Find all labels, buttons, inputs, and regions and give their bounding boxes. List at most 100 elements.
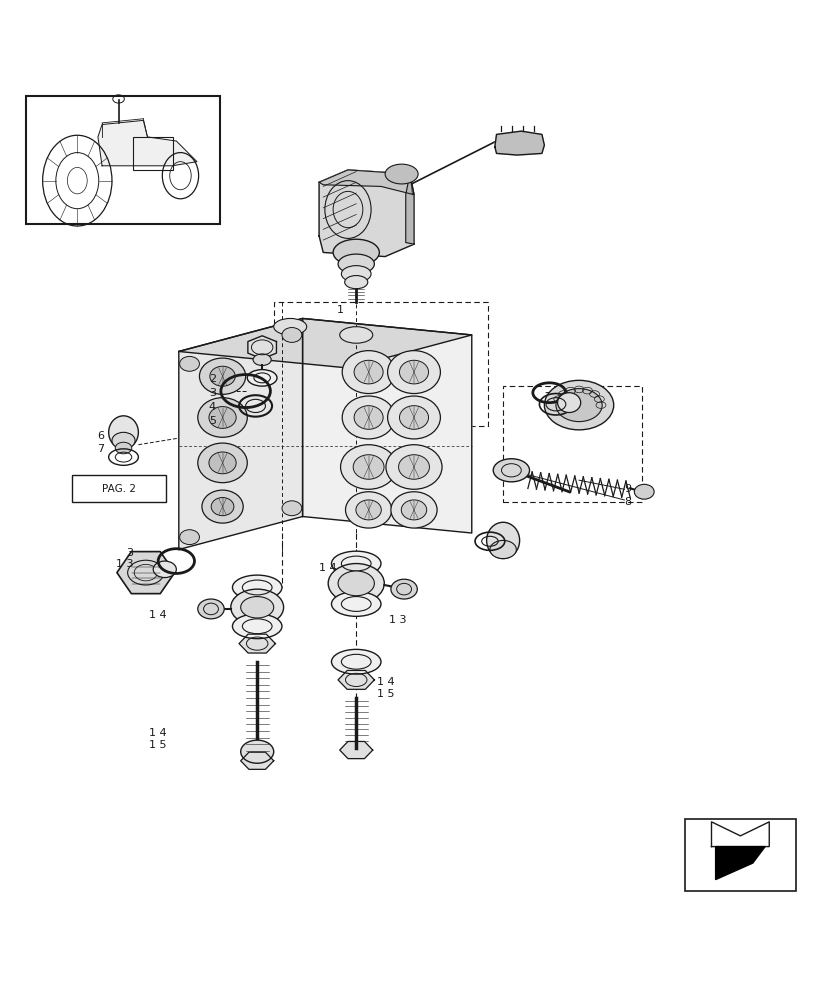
Ellipse shape xyxy=(241,597,274,618)
Text: 1 0: 1 0 xyxy=(562,411,580,421)
Text: 3: 3 xyxy=(208,388,216,398)
Polygon shape xyxy=(302,318,471,533)
Ellipse shape xyxy=(385,164,418,184)
Polygon shape xyxy=(98,120,197,166)
Text: 1 3: 1 3 xyxy=(116,559,133,569)
Ellipse shape xyxy=(543,380,613,430)
Ellipse shape xyxy=(390,579,417,599)
Polygon shape xyxy=(179,318,302,550)
Text: 1 3: 1 3 xyxy=(389,615,406,625)
Ellipse shape xyxy=(179,356,199,371)
Bar xyxy=(133,137,173,170)
Ellipse shape xyxy=(112,432,135,449)
Ellipse shape xyxy=(331,551,380,576)
Ellipse shape xyxy=(398,455,429,479)
Ellipse shape xyxy=(253,354,271,365)
Ellipse shape xyxy=(401,500,426,520)
Ellipse shape xyxy=(274,318,306,335)
Polygon shape xyxy=(495,131,543,155)
Text: 7: 7 xyxy=(98,444,104,454)
Text: 1 5: 1 5 xyxy=(376,689,394,699)
Ellipse shape xyxy=(179,530,199,545)
Ellipse shape xyxy=(354,360,383,384)
Ellipse shape xyxy=(385,445,442,489)
Polygon shape xyxy=(318,170,414,257)
Ellipse shape xyxy=(211,498,233,516)
Ellipse shape xyxy=(108,416,138,449)
Polygon shape xyxy=(318,170,414,195)
Polygon shape xyxy=(179,318,471,368)
Ellipse shape xyxy=(208,452,236,474)
Ellipse shape xyxy=(399,360,428,384)
Ellipse shape xyxy=(198,443,247,483)
Ellipse shape xyxy=(353,455,384,479)
Ellipse shape xyxy=(490,540,516,559)
Ellipse shape xyxy=(557,393,580,413)
Ellipse shape xyxy=(209,366,235,386)
Ellipse shape xyxy=(232,575,282,600)
Polygon shape xyxy=(715,847,764,880)
Ellipse shape xyxy=(332,239,379,266)
Ellipse shape xyxy=(327,564,384,603)
Text: 4: 4 xyxy=(208,402,216,412)
Text: 3: 3 xyxy=(127,548,133,558)
Ellipse shape xyxy=(354,406,383,429)
Ellipse shape xyxy=(202,490,243,523)
Ellipse shape xyxy=(337,254,374,274)
Ellipse shape xyxy=(339,327,372,343)
Ellipse shape xyxy=(331,592,380,616)
Bar xyxy=(274,302,488,426)
Text: 1 4: 1 4 xyxy=(318,563,337,573)
Ellipse shape xyxy=(387,351,440,394)
Ellipse shape xyxy=(282,328,301,342)
Ellipse shape xyxy=(356,500,381,520)
Ellipse shape xyxy=(340,445,396,489)
Ellipse shape xyxy=(232,614,282,639)
Text: 1 5: 1 5 xyxy=(149,740,166,750)
Bar xyxy=(71,475,166,502)
Text: 1 4: 1 4 xyxy=(149,610,166,620)
Polygon shape xyxy=(239,634,275,653)
Ellipse shape xyxy=(493,459,529,482)
Ellipse shape xyxy=(337,571,374,596)
Ellipse shape xyxy=(231,589,284,625)
Ellipse shape xyxy=(555,389,601,422)
Text: 1 4: 1 4 xyxy=(149,728,166,738)
Text: 1 2: 1 2 xyxy=(562,386,580,396)
Text: 8: 8 xyxy=(624,497,631,507)
Polygon shape xyxy=(241,752,274,769)
Text: 7: 7 xyxy=(511,546,518,556)
Ellipse shape xyxy=(486,522,519,559)
Ellipse shape xyxy=(199,358,246,394)
Ellipse shape xyxy=(390,492,437,528)
Polygon shape xyxy=(337,670,374,689)
Ellipse shape xyxy=(153,561,176,578)
Ellipse shape xyxy=(198,398,247,437)
Text: 6: 6 xyxy=(511,535,518,545)
Bar xyxy=(503,386,641,502)
Ellipse shape xyxy=(341,266,370,282)
Ellipse shape xyxy=(345,492,391,528)
Ellipse shape xyxy=(399,406,428,429)
Text: PAG. 2: PAG. 2 xyxy=(102,484,136,494)
Text: 1 1: 1 1 xyxy=(562,398,580,408)
Polygon shape xyxy=(339,741,372,759)
Ellipse shape xyxy=(241,740,274,763)
Ellipse shape xyxy=(342,396,394,439)
Ellipse shape xyxy=(633,484,653,499)
Ellipse shape xyxy=(342,351,394,394)
Text: 1 4: 1 4 xyxy=(376,677,394,687)
Ellipse shape xyxy=(198,599,224,619)
Ellipse shape xyxy=(387,396,440,439)
Text: 5: 5 xyxy=(208,416,216,426)
Ellipse shape xyxy=(344,276,367,289)
Ellipse shape xyxy=(115,442,131,454)
Ellipse shape xyxy=(208,407,236,428)
Polygon shape xyxy=(117,552,174,594)
Bar xyxy=(26,96,220,224)
Polygon shape xyxy=(247,336,276,359)
Polygon shape xyxy=(710,822,768,847)
Text: 6: 6 xyxy=(98,431,104,441)
Polygon shape xyxy=(405,174,414,244)
Ellipse shape xyxy=(282,501,301,516)
